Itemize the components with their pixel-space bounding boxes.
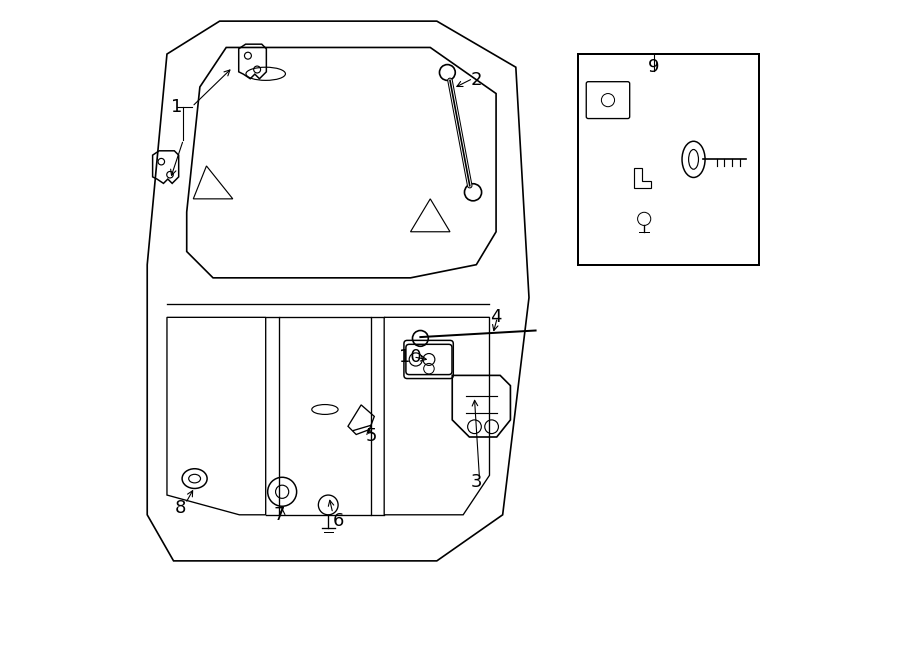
Text: 6: 6: [332, 512, 344, 530]
Text: 9: 9: [648, 58, 660, 76]
Text: 4: 4: [491, 308, 502, 327]
Text: 1: 1: [171, 98, 183, 116]
Text: 2: 2: [471, 71, 482, 89]
Text: 8: 8: [175, 499, 185, 517]
Text: 10: 10: [400, 348, 422, 366]
Bar: [579, 54, 760, 264]
Text: 7: 7: [273, 506, 284, 524]
Text: 3: 3: [471, 473, 482, 491]
Text: 5: 5: [365, 427, 377, 445]
